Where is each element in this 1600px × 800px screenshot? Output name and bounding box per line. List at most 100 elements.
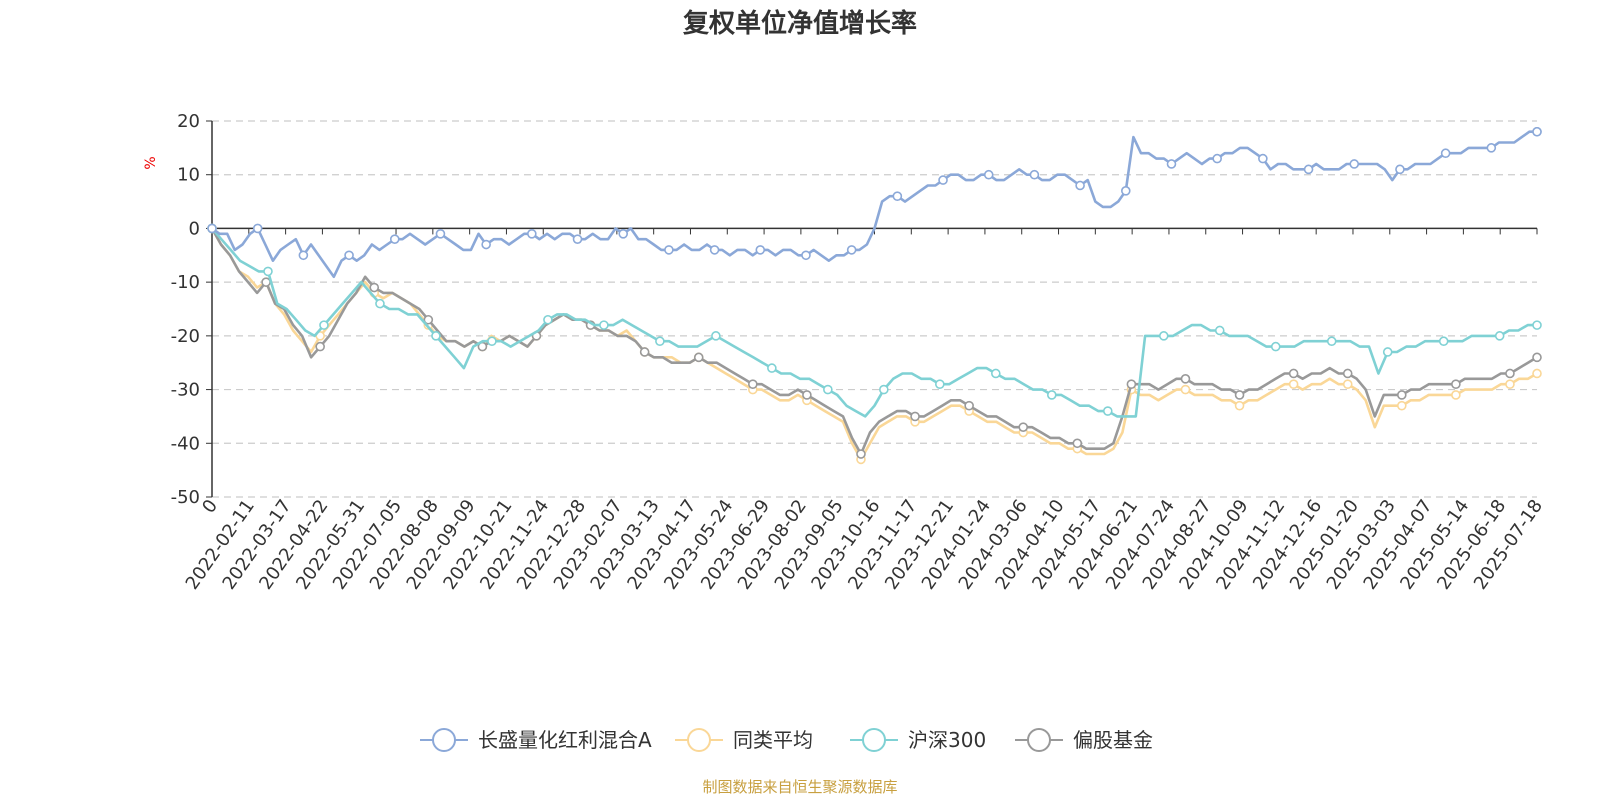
y-tick-label: -40 [171, 433, 200, 454]
data-point [846, 245, 857, 255]
data-point [1505, 379, 1515, 390]
data-point [315, 341, 325, 352]
data-point [1303, 164, 1314, 175]
data-point [599, 320, 609, 330]
data-point [1270, 341, 1281, 352]
data-point [375, 298, 385, 309]
data-point [1258, 153, 1268, 164]
grid-lines [212, 120, 1537, 498]
data-point [711, 331, 721, 341]
data-point [1494, 331, 1505, 341]
data-point [1029, 169, 1040, 180]
data-point [767, 363, 777, 373]
data-point [1532, 352, 1542, 363]
data-point [1532, 320, 1542, 330]
data-point [1126, 379, 1137, 390]
data-point [389, 234, 400, 244]
data-point [298, 250, 309, 261]
data-point [1018, 422, 1029, 432]
legend-label: 偏股基金 [1073, 728, 1153, 752]
data-point [1120, 186, 1131, 196]
data-point [1382, 347, 1393, 357]
data-point [856, 449, 866, 459]
legend-label: 同类平均 [733, 728, 813, 752]
data-point [892, 191, 903, 201]
data-point [1102, 406, 1113, 416]
chart-title: 复权单位净值增长率 [683, 8, 917, 39]
data-point [709, 245, 720, 255]
data-point [1451, 390, 1461, 400]
data-point [823, 384, 833, 395]
data-point [435, 229, 446, 239]
data-point [964, 400, 974, 411]
legend-item-2[interactable]: 沪深300 [850, 728, 986, 752]
series-line-3 [210, 227, 1538, 456]
data-point [1158, 331, 1169, 341]
data-point [879, 384, 889, 395]
data-point [1326, 336, 1337, 347]
data-point [1395, 164, 1405, 175]
data-point [1180, 384, 1191, 395]
data-point [1046, 390, 1057, 400]
legend-label: 沪深300 [908, 728, 986, 752]
legend-circle-icon [687, 728, 711, 752]
data-point [1440, 148, 1451, 159]
data-point [1396, 390, 1407, 400]
data-point [1486, 143, 1497, 153]
data-point [319, 320, 329, 330]
y-tick-label: -50 [171, 487, 200, 508]
data-point [991, 368, 1001, 379]
data-point [543, 314, 553, 325]
legend-item-3[interactable]: 偏股基金 [1015, 728, 1153, 752]
data-point [252, 223, 263, 234]
y-tick-label: -20 [171, 326, 200, 347]
data-point [938, 175, 948, 185]
y-tick-label: -30 [171, 380, 200, 401]
data-point [1532, 368, 1542, 379]
y-tick-label: 0 [189, 218, 200, 239]
data-point [1166, 159, 1177, 169]
data-point [1505, 368, 1515, 379]
data-point [1234, 390, 1245, 400]
data-point [572, 234, 583, 244]
data-point [935, 379, 945, 390]
data-point [1349, 159, 1360, 169]
data-point [618, 229, 629, 239]
y-axis-unit: % [143, 156, 159, 169]
data-point [1451, 379, 1461, 390]
data-point [1342, 379, 1353, 390]
legend-label: 长盛量化红利混合A [478, 728, 652, 752]
data-point [639, 347, 650, 357]
data-point [487, 336, 497, 347]
data-point [755, 245, 766, 255]
data-point [801, 250, 811, 261]
data-point [983, 169, 994, 180]
axes [211, 121, 1537, 497]
series-lines [207, 126, 1542, 465]
data-point [655, 336, 665, 347]
legend: 长盛量化红利混合A 同类平均 沪深300 偏股基金 [420, 728, 1153, 752]
x-tick-label: 0 [198, 496, 222, 517]
data-point [344, 250, 354, 261]
legend-circle-icon [862, 728, 886, 752]
data-point [369, 282, 380, 293]
x-axis-ticks: 02022-02-112022-03-172022-04-222022-05-3… [182, 228, 1547, 594]
data-point [527, 229, 537, 239]
data-point [1288, 368, 1299, 379]
series-line-0 [211, 130, 1537, 279]
data-point [1214, 325, 1225, 336]
series-line-2 [211, 227, 1537, 418]
y-tick-label: -10 [171, 272, 200, 293]
y-tick-label: 10 [177, 165, 200, 186]
data-point [1532, 126, 1542, 137]
data-point [207, 223, 217, 234]
legend-circle-icon [432, 728, 456, 752]
legend-item-1[interactable]: 同类平均 [675, 728, 813, 752]
data-point [1234, 400, 1245, 411]
data-point [910, 411, 920, 422]
data-point [1180, 374, 1191, 384]
data-point [1396, 400, 1407, 411]
legend-item-0[interactable]: 长盛量化红利混合A [420, 728, 652, 752]
data-point [1438, 336, 1449, 347]
